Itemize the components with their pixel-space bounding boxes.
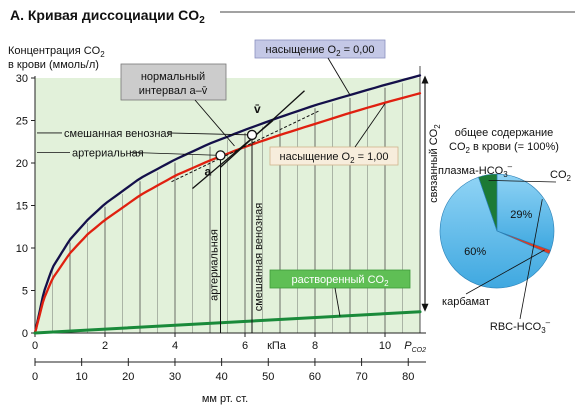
mmhg-axis-label: мм рт. ст. — [202, 393, 248, 405]
point-v — [246, 129, 258, 141]
y-tick-label: 30 — [16, 73, 28, 85]
pie-value-label: 60% — [464, 246, 486, 258]
x-tick-label: 0 — [32, 340, 38, 352]
point-a-label: a — [205, 164, 212, 178]
x-tick-label: 2 — [102, 340, 108, 352]
y-axis-label-line2: в крови (ммоль/л) — [8, 59, 99, 71]
mixed-venous-vertical-label: смешанная венозная — [253, 203, 265, 312]
mmhg-tick-label: 80 — [402, 371, 414, 383]
bound-co2-arrow-top — [421, 75, 429, 84]
normal-interval-leader — [194, 99, 235, 147]
pie-chart: 60% 29% плазма-HCO3– CO2 RBC-HCO3–карбамат — [438, 162, 572, 335]
y-tick-label: 10 — [16, 243, 28, 255]
curves — [33, 74, 422, 335]
y-ticks: 0 5 10 15 20 25 30 — [16, 73, 35, 340]
mmhg-tick-label: 0 — [32, 371, 38, 383]
x-axis-label: PCO2 — [404, 340, 426, 354]
pie-value-label: 29% — [510, 209, 532, 221]
mixed-venous-label: смешанная венозная — [64, 128, 173, 140]
pie-slice-1 — [439, 176, 550, 289]
series-line-2 — [33, 92, 422, 335]
pie-title-line2: CO2 в крови (= 100%) — [449, 141, 559, 155]
y-tick-label: 20 — [16, 158, 28, 170]
mmhg-tick-label: 60 — [309, 371, 321, 383]
series-2-label: насыщение O2 = 1,00 — [280, 151, 389, 165]
vertical-guides — [52, 83, 403, 333]
arterial-label: артериальная — [72, 147, 144, 159]
pie-slice-label: RBC-HCO3– — [490, 318, 551, 335]
series-1-leader — [327, 57, 351, 96]
page-title: А. Кривая диссоциации CO2 — [10, 7, 205, 26]
normal-interval-line2: интервал a–v̄ — [139, 85, 208, 97]
series-line-1 — [33, 74, 422, 335]
y-tick-label: 25 — [16, 116, 28, 128]
mmhg-tick-label: 20 — [122, 371, 134, 383]
title-subscript: 2 — [199, 15, 205, 26]
mmhg-tick-label: 50 — [262, 371, 274, 383]
series-1-box — [254, 39, 386, 59]
pie-title-line1: общее содержание — [455, 127, 554, 139]
title-text: А. Кривая диссоциации CO — [10, 7, 199, 23]
series-line-3 — [33, 310, 422, 335]
pie-leader — [519, 199, 543, 320]
y-tick-label: 15 — [16, 201, 28, 213]
mixed-venous-leader — [167, 132, 253, 136]
x-tick-label: 6 — [242, 340, 248, 352]
annotations: смешанная венозная артериальная a v̄ артериа… — [37, 39, 442, 333]
point-v-label: v̄ — [254, 102, 261, 116]
x-ticks: 0 2 4 6 8 10 кПа PCO2 — [32, 333, 426, 354]
series-3-leader — [334, 287, 341, 317]
arterial-leader — [129, 151, 221, 156]
series-2-box — [269, 146, 399, 166]
series-3-label: растворенный CO2 — [291, 274, 389, 288]
point-a — [215, 150, 226, 161]
normal-interval-line1: нормальный — [141, 71, 205, 83]
pie-slice-label: CO2 — [550, 169, 572, 183]
y-tick-label: 0 — [22, 328, 28, 340]
pie-slice-3 — [496, 173, 555, 251]
pie-slice-label: карбамат — [442, 296, 490, 308]
pie-slice-2 — [478, 173, 498, 232]
y-axis-label: Концентрация CO2 — [8, 45, 105, 59]
mmhg-tick-label: 30 — [169, 371, 181, 383]
mmhg-tick-label: 10 — [76, 371, 88, 383]
pie-leader — [465, 249, 545, 295]
series-1-label: насыщение O2 = 0,00 — [266, 44, 375, 58]
normal-interval-box — [120, 63, 227, 101]
x-tick-label: 8 — [312, 340, 318, 352]
pie-slice-label: плазма-HCO3– — [438, 162, 513, 179]
arterial-vertical-label: артериальная — [209, 229, 221, 301]
mmhg-tick-label: 70 — [355, 371, 367, 383]
series-3-box — [269, 269, 411, 289]
bound-co2-arrow-bottom — [421, 303, 429, 312]
pie-leader — [488, 180, 557, 183]
bound-co2-label: связанный CO2 — [428, 124, 442, 203]
x-unit-label: кПа — [267, 340, 287, 352]
y-tick-label: 5 — [22, 286, 28, 298]
a-v-interval-line — [171, 110, 319, 183]
series-2-leader — [354, 103, 386, 148]
tangent-line-2 — [220, 90, 305, 168]
x-tick-label: 10 — [379, 340, 391, 352]
x-tick-label: 4 — [172, 340, 178, 352]
mmhg-tick-label: 40 — [215, 371, 227, 383]
secondary-x-axis: 0 10 20 30 40 50 60 70 80 мм рт. ст. — [32, 358, 426, 405]
